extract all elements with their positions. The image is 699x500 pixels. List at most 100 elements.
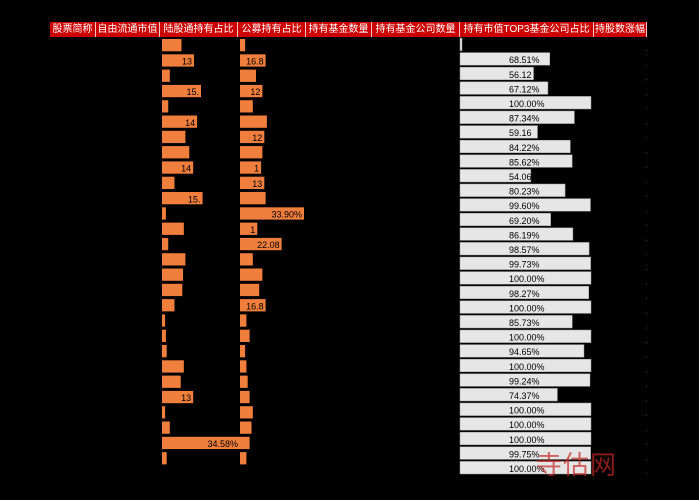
hk-connect-bar xyxy=(162,299,175,312)
fund-ratio-bar xyxy=(240,375,248,388)
hk-connect-bar xyxy=(162,421,170,434)
hk-connect-bar xyxy=(162,161,194,174)
top3-bar xyxy=(459,329,592,343)
top3-bar xyxy=(459,300,592,314)
fund-ratio-bar xyxy=(240,436,250,450)
top3-label: 100.00% xyxy=(509,435,545,445)
top3-bar xyxy=(459,431,592,446)
row-tick xyxy=(646,79,647,81)
watermark-logo: 寺估网 xyxy=(536,451,618,481)
top3-bar xyxy=(459,110,575,124)
header-share-increase[interactable]: 持股数涨幅 xyxy=(595,22,647,37)
hk-connect-bar xyxy=(162,345,167,358)
fund-ratio-label: 1 xyxy=(254,164,259,174)
top3-label: 99.60% xyxy=(509,201,540,211)
top3-bar xyxy=(459,139,571,154)
hk-connect-label: 15. xyxy=(186,87,199,97)
fund-ratio-bar xyxy=(240,100,253,113)
row-tick xyxy=(646,327,647,329)
header-free-float-cap[interactable]: 自由流通市值 xyxy=(96,22,160,37)
hk-connect-bar xyxy=(162,192,203,205)
top3-bar xyxy=(459,52,550,66)
hk-connect-label: 13 xyxy=(182,57,192,67)
hk-connect-bar xyxy=(162,100,169,113)
header-fund-ratio[interactable]: 公募持有占比 xyxy=(238,22,306,37)
top3-label: 84.22% xyxy=(509,143,540,153)
hk-connect-bar xyxy=(162,314,166,327)
top3-bar xyxy=(459,212,551,227)
top3-label: 98.57% xyxy=(509,245,540,255)
hk-connect-bar xyxy=(162,283,183,297)
hk-connect-bar xyxy=(162,207,166,220)
row-tick xyxy=(646,93,647,95)
top3-label: 69.20% xyxy=(509,216,540,226)
top3-label: 85.73% xyxy=(509,318,540,328)
top3-bar xyxy=(459,461,592,475)
top3-bar xyxy=(459,344,585,358)
header-fund-company-count[interactable]: 持有基金公司数量 xyxy=(372,22,460,37)
row-tick xyxy=(646,254,647,256)
top3-label: 100.00% xyxy=(509,420,545,430)
header-fund-count[interactable]: 持有基金数量 xyxy=(306,22,372,37)
hk-connect-bar xyxy=(162,375,181,388)
row-tick xyxy=(646,458,647,460)
top3-bar xyxy=(459,125,538,139)
row-tick xyxy=(646,371,647,373)
header-stock-name[interactable]: 股票简称 xyxy=(50,22,96,37)
hk-connect-bar xyxy=(162,268,184,281)
fund-ratio-bar xyxy=(240,237,282,251)
top3-label: 56.12 xyxy=(509,70,532,80)
row-tick xyxy=(646,181,647,183)
top3-bar xyxy=(459,388,558,402)
row-tick xyxy=(646,415,647,416)
fund-ratio-bar xyxy=(240,390,250,404)
table-header: 股票简称 自由流通市值 陆股通持有占比 公募持有占比 持有基金数量 持有基金公司… xyxy=(50,22,647,37)
fund-ratio-bar xyxy=(240,360,247,373)
hk-connect-label: 15. xyxy=(188,194,201,204)
fund-ratio-bar xyxy=(240,161,262,174)
top3-bar xyxy=(459,227,574,241)
hk-connect-bar xyxy=(162,176,175,189)
fund-ratio-bar xyxy=(240,222,258,235)
hk-connect-bar xyxy=(162,452,167,465)
fund-ratio-bar xyxy=(240,299,266,312)
row-tick xyxy=(646,269,647,270)
fund-ratio-label: 12 xyxy=(252,133,262,143)
fund-ratio-bar xyxy=(240,146,263,159)
row-tick xyxy=(646,123,647,124)
row-tick xyxy=(646,473,647,475)
fund-ratio-bar xyxy=(240,314,247,327)
fund-ratio-bar xyxy=(240,406,253,419)
row-tick xyxy=(646,50,647,51)
top3-label: 94.65% xyxy=(509,347,540,357)
top3-bar xyxy=(459,154,573,168)
top3-label: 98.27% xyxy=(509,289,540,299)
hk-connect-bar xyxy=(162,390,194,404)
fund-ratio-bar xyxy=(240,283,260,297)
fund-ratio-bar xyxy=(240,176,265,189)
fund-ratio-bar xyxy=(240,84,263,98)
fund-ratio-bar xyxy=(240,115,267,128)
top3-bar xyxy=(459,256,591,270)
top3-bar xyxy=(459,271,592,285)
row-tick xyxy=(646,312,647,314)
fund-ratio-bar xyxy=(240,69,256,82)
hk-connect-bar xyxy=(162,253,186,266)
top3-bar xyxy=(459,169,532,183)
hk-connect-label: 14 xyxy=(185,118,195,128)
header-hk-connect-ratio[interactable]: 陆股通持有占比 xyxy=(160,22,238,37)
top3-label: 99.24% xyxy=(509,376,540,386)
fund-ratio-bar xyxy=(240,421,252,434)
fund-ratio-bar xyxy=(240,268,263,281)
header-top3-ratio[interactable]: 持有市值TOP3基金公司占比 xyxy=(460,22,594,37)
fund-ratio-label: 16.8 xyxy=(246,301,264,311)
hk-connect-label: 34.58% xyxy=(207,439,238,449)
row-tick xyxy=(646,385,647,387)
top3-bar xyxy=(459,66,534,81)
hk-connect-bar xyxy=(162,84,201,98)
top3-label: 85.62% xyxy=(509,157,540,167)
hk-connect-bar xyxy=(162,115,198,128)
fund-ratio-label: 13 xyxy=(252,179,262,189)
fund-ratio-label: 1 xyxy=(250,225,255,235)
top3-bar xyxy=(459,81,549,95)
